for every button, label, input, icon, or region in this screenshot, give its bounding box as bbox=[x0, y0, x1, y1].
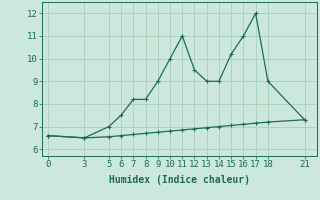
X-axis label: Humidex (Indice chaleur): Humidex (Indice chaleur) bbox=[109, 175, 250, 185]
